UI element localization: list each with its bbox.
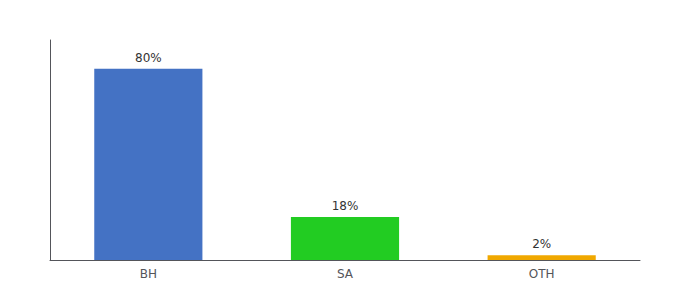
svg-text:80%: 80% [135,51,162,65]
svg-text:18%: 18% [332,199,359,213]
svg-text:2%: 2% [532,237,551,251]
svg-text:SA: SA [337,267,354,281]
svg-text:OTH: OTH [529,267,555,281]
svg-text:BH: BH [140,267,157,281]
